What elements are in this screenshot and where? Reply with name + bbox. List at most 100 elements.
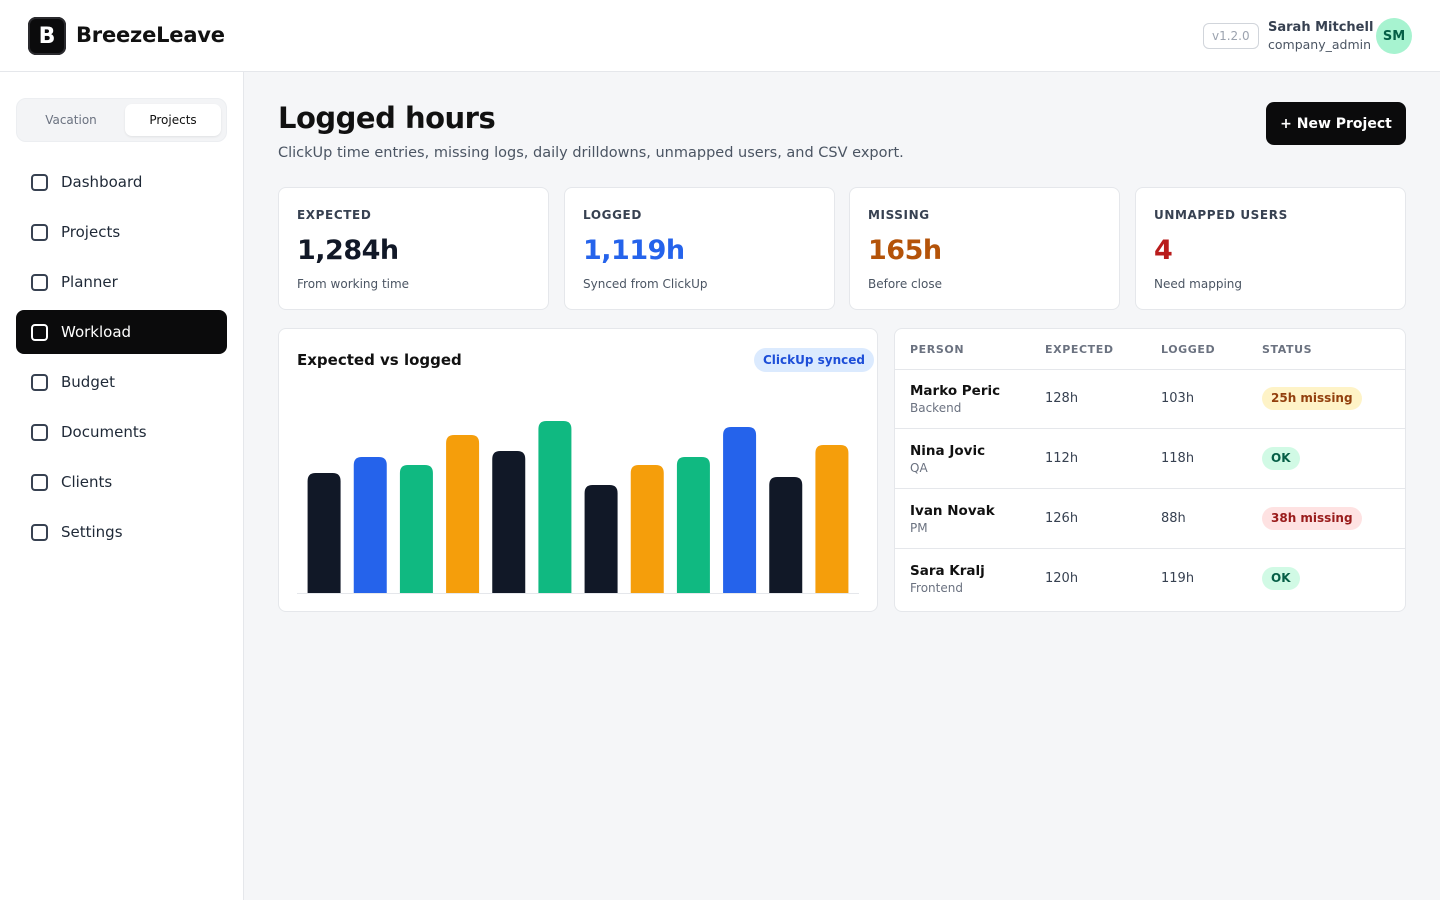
version-badge: v1.2.0 xyxy=(1203,23,1259,49)
stat-card-unmapped-users: UNMAPPED USERS 4 Need mapping xyxy=(1135,187,1406,310)
status-badge: 38h missing xyxy=(1262,507,1362,530)
stat-card-logged: LOGGED 1,119h Synced from ClickUp xyxy=(564,187,835,310)
sidebar-item-label: Projects xyxy=(61,223,121,241)
chart-bar[interactable] xyxy=(399,465,433,593)
sidebar-item-label: Budget xyxy=(61,373,115,391)
user-name: Sarah Mitchell xyxy=(1268,20,1374,35)
checkbox-icon xyxy=(31,523,48,541)
stat-label: LOGGED xyxy=(583,208,642,222)
sidebar-item-label: Settings xyxy=(61,523,123,541)
stat-value: 1,284h xyxy=(297,235,399,266)
chart-bar[interactable] xyxy=(353,457,387,593)
chart-bar[interactable] xyxy=(584,485,618,593)
app-logo[interactable]: B xyxy=(28,17,66,55)
person-role: Frontend xyxy=(910,581,963,595)
sidebar-item-label: Planner xyxy=(61,273,118,291)
user-role: company_admin xyxy=(1268,37,1372,52)
status-badge: OK xyxy=(1262,447,1300,470)
top-bar: B BreezeLeave v1.2.0 Sarah Mitchell comp… xyxy=(0,0,1440,72)
person-name: Nina Jovic xyxy=(910,443,986,459)
chart-title: Expected vs logged xyxy=(297,351,462,369)
person-name: Ivan Novak xyxy=(910,503,995,519)
checkbox-icon xyxy=(31,273,48,291)
checkbox-icon xyxy=(31,423,48,441)
chart-bar[interactable] xyxy=(307,473,341,593)
checkbox-icon xyxy=(31,173,48,191)
logged-hours: 103h xyxy=(1161,391,1195,406)
sidebar-item-clients[interactable]: Clients xyxy=(16,460,227,504)
expected-hours: 126h xyxy=(1045,511,1079,526)
stat-caption: Need mapping xyxy=(1154,277,1243,291)
table-row[interactable]: Sara Kralj Frontend 120h 119h OK xyxy=(895,549,1405,609)
header-divider xyxy=(895,369,1405,370)
expected-hours: 112h xyxy=(1045,451,1079,466)
status-badge: 25h missing xyxy=(1262,387,1362,410)
column-header-expected: EXPECTED xyxy=(1045,343,1114,356)
hours-table: PERSON EXPECTED LOGGED STATUS Marko Peri… xyxy=(894,328,1406,612)
person-name: Sara Kralj xyxy=(910,563,985,579)
status-badge: OK xyxy=(1262,567,1300,590)
stat-label: MISSING xyxy=(868,208,930,222)
person-role: QA xyxy=(910,461,928,475)
module-switcher: Vacation Projects xyxy=(16,98,227,142)
chart-bar[interactable] xyxy=(676,457,710,593)
chart-bar[interactable] xyxy=(446,435,480,593)
sidebar-item-dashboard[interactable]: Dashboard xyxy=(16,160,227,204)
person-role: Backend xyxy=(910,401,962,415)
chart-bar[interactable] xyxy=(723,427,757,593)
sidebar-item-settings[interactable]: Settings xyxy=(16,510,227,554)
checkbox-icon xyxy=(31,323,48,341)
chart-bar[interactable] xyxy=(630,465,664,593)
page-title: Logged hours xyxy=(278,101,496,135)
chart-card: Expected vs logged ClickUp synced xyxy=(278,328,878,612)
logged-hours: 119h xyxy=(1161,571,1195,586)
chart-bar[interactable] xyxy=(538,421,572,593)
stat-value: 165h xyxy=(868,235,942,266)
stat-caption: Before close xyxy=(868,277,942,291)
sidebar-item-planner[interactable]: Planner xyxy=(16,260,227,304)
chart-bar[interactable] xyxy=(815,445,849,593)
projects-tab[interactable]: Projects xyxy=(125,104,221,136)
stat-label: EXPECTED xyxy=(297,208,372,222)
clickup-synced-badge: ClickUp synced xyxy=(754,348,874,372)
page-subtitle: ClickUp time entries, missing logs, dail… xyxy=(278,145,904,161)
stat-caption: From working time xyxy=(297,277,410,291)
person-name: Marko Peric xyxy=(910,383,1001,399)
checkbox-icon xyxy=(31,223,48,241)
column-header-logged: LOGGED xyxy=(1161,343,1216,356)
sidebar-item-label: Clients xyxy=(61,473,113,491)
sidebar-item-workload[interactable]: Workload xyxy=(16,310,227,354)
sidebar-item-budget[interactable]: Budget xyxy=(16,360,227,404)
sidebar-item-label: Dashboard xyxy=(61,173,143,191)
table-row[interactable]: Nina Jovic QA 112h 118h OK xyxy=(895,429,1405,489)
stat-card-expected: EXPECTED 1,284h From working time xyxy=(278,187,549,310)
logged-hours: 88h xyxy=(1161,511,1186,526)
user-avatar[interactable]: SM xyxy=(1376,18,1412,54)
chart-bar[interactable] xyxy=(769,477,803,593)
vacation-tab[interactable]: Vacation xyxy=(45,113,97,127)
app-name: BreezeLeave xyxy=(76,23,225,47)
person-role: PM xyxy=(910,521,928,535)
table-row[interactable]: Ivan Novak PM 126h 88h 38h missing xyxy=(895,489,1405,549)
column-header-status: STATUS xyxy=(1262,343,1313,356)
expected-hours: 120h xyxy=(1045,571,1079,586)
column-header-person: PERSON xyxy=(910,343,965,356)
sidebar-item-documents[interactable]: Documents xyxy=(16,410,227,454)
sidebar-item-label: Documents xyxy=(61,423,147,441)
stat-caption: Synced from ClickUp xyxy=(583,277,708,291)
stat-label: UNMAPPED USERS xyxy=(1154,208,1288,222)
stat-value: 4 xyxy=(1154,235,1173,266)
bar-chart xyxy=(297,421,859,594)
table-row[interactable]: Marko Peric Backend 128h 103h 25h missin… xyxy=(895,369,1405,429)
sidebar-item-projects[interactable]: Projects xyxy=(16,210,227,254)
new-project-button[interactable]: + New Project xyxy=(1266,102,1406,145)
checkbox-icon xyxy=(31,373,48,391)
chart-bar[interactable] xyxy=(492,451,526,593)
sidebar: Vacation Projects Dashboard Projects Pla… xyxy=(0,72,244,900)
stat-value: 1,119h xyxy=(583,235,685,266)
checkbox-icon xyxy=(31,473,48,491)
sidebar-item-label: Workload xyxy=(61,323,132,341)
expected-hours: 128h xyxy=(1045,391,1079,406)
logged-hours: 118h xyxy=(1161,451,1195,466)
stat-card-missing: MISSING 165h Before close xyxy=(849,187,1120,310)
